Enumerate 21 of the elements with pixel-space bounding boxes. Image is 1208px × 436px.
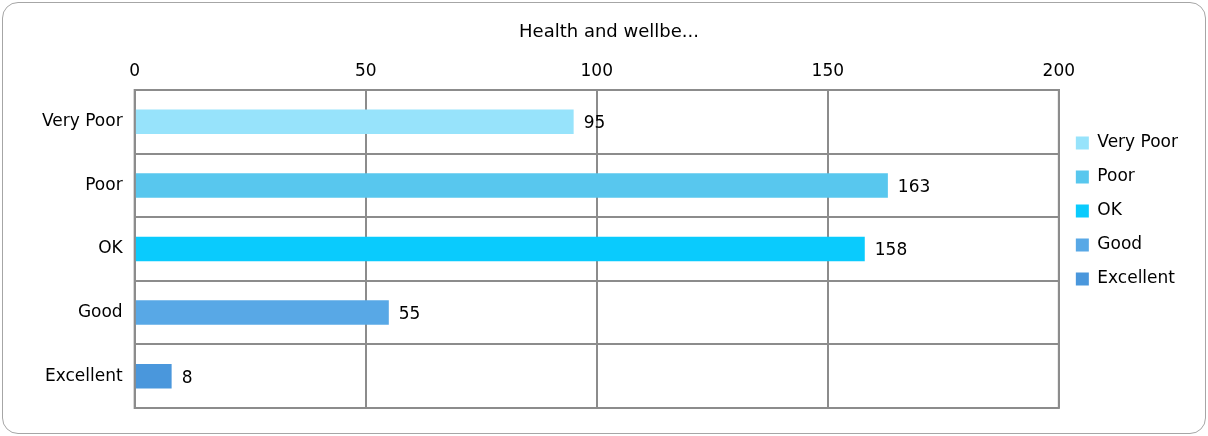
legend-label: Poor <box>1097 165 1135 186</box>
x-tick-label: 0 <box>129 60 141 81</box>
data-label: 163 <box>897 175 931 196</box>
x-tick-label: 100 <box>580 60 613 81</box>
legend-label: Excellent <box>1097 267 1176 288</box>
y-tick-label: OK <box>98 237 124 258</box>
data-label: 158 <box>874 239 908 260</box>
legend-label: Very Poor <box>1097 131 1179 152</box>
data-label: 95 <box>583 112 606 133</box>
y-tick-label: Very Poor <box>41 110 123 131</box>
data-label: 55 <box>398 303 421 324</box>
legend-label: OK <box>1097 199 1123 220</box>
legend-label: Good <box>1097 233 1143 254</box>
y-tick-label: Good <box>77 301 123 322</box>
x-tick-label: 200 <box>1042 60 1076 81</box>
chart-title: Health and wellbe... <box>519 20 699 42</box>
data-label: 8 <box>181 366 193 387</box>
x-tick-label: 50 <box>354 60 377 81</box>
x-tick-label: 150 <box>811 60 845 81</box>
y-tick-label: Poor <box>85 173 123 194</box>
y-tick-label: Excellent <box>45 364 123 385</box>
